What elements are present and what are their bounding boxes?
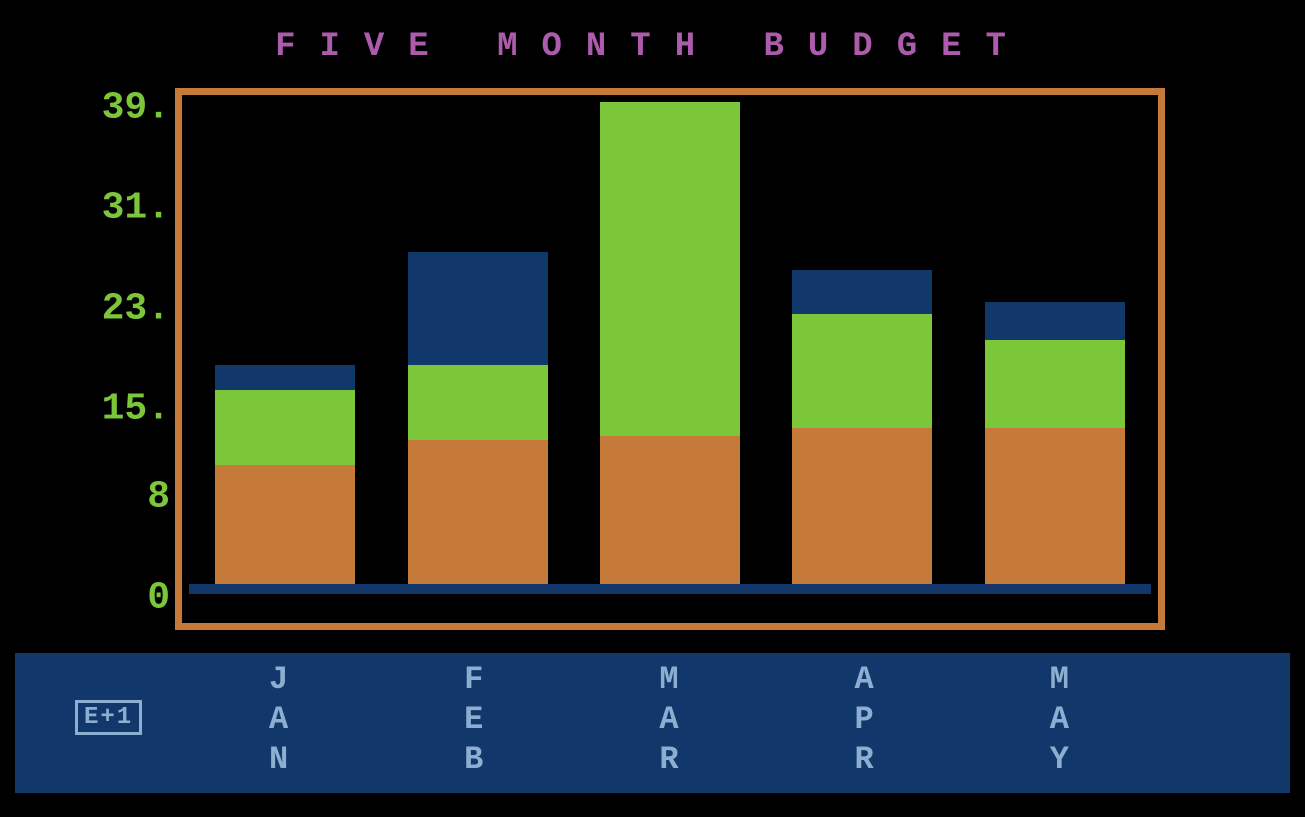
- y-tick: 31.: [50, 187, 170, 230]
- y-axis: 39. 31. 23. 15. 8 0: [50, 88, 170, 630]
- bar-segment-top: [408, 252, 548, 365]
- bar-segment-bottom: [215, 465, 355, 591]
- bar-segment-middle: [600, 102, 740, 436]
- chart-frame: [175, 88, 1165, 630]
- y-tick: 39.: [50, 86, 170, 129]
- x-label: MAR: [600, 660, 740, 780]
- baseline: [189, 584, 1151, 594]
- y-tick: 15.: [50, 388, 170, 431]
- x-axis-labels: JAN FEB MAR APR MAY: [182, 660, 1158, 780]
- bar-segment-middle: [792, 314, 932, 427]
- y-tick: 0: [50, 577, 170, 620]
- x-label: APR: [795, 660, 935, 780]
- bar-segment-bottom: [792, 428, 932, 591]
- x-label: JAN: [210, 660, 350, 780]
- bars-container: [189, 102, 1151, 591]
- x-label: FEB: [405, 660, 545, 780]
- chart-title: FIVE MONTH BUDGET: [0, 28, 1305, 66]
- bar-segment-top: [985, 302, 1125, 340]
- bar-column: [600, 102, 740, 591]
- bar-segment-bottom: [600, 436, 740, 591]
- y-tick: 8: [50, 476, 170, 519]
- x-label: MAY: [990, 660, 1130, 780]
- bar-segment-middle: [985, 340, 1125, 428]
- exponent-label: E+1: [75, 700, 142, 735]
- bar-segment-bottom: [985, 428, 1125, 591]
- y-tick: 23.: [50, 287, 170, 330]
- bar-column: [792, 102, 932, 591]
- bar-column: [408, 102, 548, 591]
- bar-segment-top: [215, 365, 355, 390]
- bar-column: [985, 102, 1125, 591]
- bar-segment-bottom: [408, 440, 548, 591]
- bar-segment-middle: [408, 365, 548, 440]
- bar-segment-middle: [215, 390, 355, 465]
- bar-segment-top: [792, 270, 932, 314]
- bar-column: [215, 102, 355, 591]
